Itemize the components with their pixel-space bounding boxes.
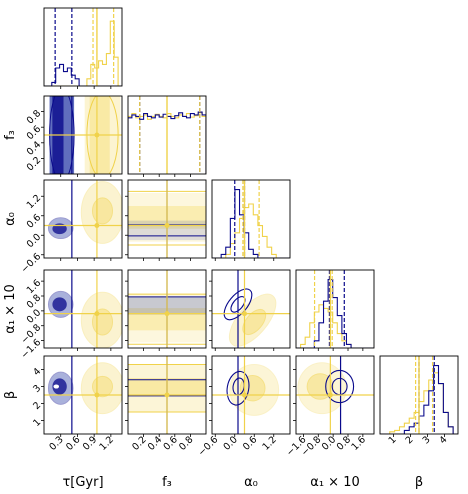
truth-point: [327, 392, 333, 398]
panel-f3-alpha1: [128, 270, 206, 348]
hist-alpha0: [212, 180, 290, 258]
panel-f3-beta: [128, 356, 206, 434]
panel-frame: [43, 179, 123, 259]
axis-label-y-alpha1: α₁ × 10: [3, 284, 18, 333]
tick-label-x: 0.6: [241, 434, 259, 452]
hist-beta: [380, 356, 458, 434]
axis-label-y-alpha0: α₀: [3, 212, 18, 226]
panel-frame: [43, 269, 123, 349]
panel-frame: [211, 269, 291, 349]
hist-alpha1: [296, 270, 374, 348]
panel-frame: [127, 95, 207, 175]
truth-point: [164, 392, 170, 398]
tick-label-y: 0.8: [25, 292, 43, 310]
axis-label-y-beta: β: [3, 391, 18, 399]
panel-frame: [295, 355, 375, 435]
tick-label-y: 0.4: [25, 139, 43, 157]
panel-tau-alpha0: [44, 180, 122, 258]
panel-f3-alpha0: [128, 180, 206, 258]
tick-label-x: 1.6: [350, 434, 368, 452]
tick-label-y: 0.0: [25, 307, 43, 325]
tick-label-y: 1.6: [25, 278, 43, 296]
panel-frame: [127, 269, 207, 349]
tick-label-x: 3: [421, 434, 433, 446]
axis-label-y-f3: f₃: [3, 130, 18, 140]
hist-yellow: [296, 304, 374, 348]
axis-label-x-alpha1: α₁ × 10: [310, 475, 359, 490]
blue-contour: [325, 369, 355, 404]
tick-label-y: 0.2: [25, 155, 43, 173]
panel-frame: [295, 269, 375, 349]
tick-label-y: 0.6: [25, 124, 43, 142]
tick-label-x: 1.2: [98, 434, 116, 452]
blue-contour: [52, 378, 67, 395]
blue-contour: [52, 297, 67, 312]
panel-frame: [43, 95, 123, 175]
panel-frame: [211, 355, 291, 435]
tick-label-x: 1.2: [260, 434, 278, 452]
panel-alpha0-alpha1: [212, 270, 290, 348]
axis-label-x-beta: β: [415, 475, 423, 490]
yellow-contour: [91, 197, 114, 225]
panel-frame: [211, 179, 291, 259]
axis-label-x-tau: τ[Gyr]: [62, 475, 103, 490]
tick-label-x: −0.6: [196, 434, 220, 458]
blue-contour: [52, 223, 67, 235]
truth-point: [94, 132, 100, 138]
truth-point: [94, 311, 100, 317]
panel-tau-f3: [44, 96, 122, 174]
axis-label-x-f3: f₃: [162, 475, 172, 490]
panel-frame: [379, 355, 459, 435]
tick-label-y: −0.6: [19, 251, 43, 275]
hist-yellow: [212, 203, 290, 258]
tick-label-y: 0.8: [25, 108, 43, 126]
truth-point: [242, 311, 247, 317]
tick-label-x: 0.0: [221, 434, 239, 452]
blue-contour: [226, 370, 250, 406]
panel-frame: [43, 7, 123, 87]
panel-alpha1-beta: [296, 356, 374, 434]
panel-tau-alpha1: [44, 270, 122, 348]
tick-label-y: 1.2: [25, 193, 43, 211]
truth-point: [164, 311, 170, 317]
hist-f3: [128, 96, 206, 174]
tick-label-y: 1: [31, 417, 43, 429]
tick-label-x: 0.8: [177, 434, 195, 452]
tick-label-y: 2: [31, 400, 43, 412]
panel-tau-beta: [44, 356, 122, 434]
hist-tau: [44, 8, 122, 86]
tick-label-y: 0.0: [25, 232, 43, 250]
truth-point: [164, 223, 170, 228]
axis-label-x-alpha0: α₀: [244, 475, 258, 490]
tick-label-y: 4: [31, 366, 43, 378]
tick-label-x: 4: [438, 434, 450, 446]
truth-point: [94, 223, 100, 228]
panel-frame: [127, 355, 207, 435]
blue-contour: [53, 384, 60, 389]
tick-label-x: 1: [387, 434, 399, 446]
panel-alpha0-beta: [212, 356, 290, 434]
panel-frame: [43, 355, 123, 435]
tick-label-x: 0.9: [81, 434, 99, 452]
hist-blue: [380, 365, 458, 434]
tick-label-x: 0.6: [64, 434, 82, 452]
panel-frame: [127, 179, 207, 259]
tick-label-x: 0.3: [47, 434, 65, 452]
hist-blue: [44, 63, 122, 86]
hist-blue: [212, 189, 290, 258]
tick-label-y: 0.6: [25, 212, 43, 230]
tick-label-y: 3: [31, 383, 43, 395]
truth-point: [242, 392, 247, 398]
tick-label-x: 2: [404, 434, 416, 446]
truth-point: [94, 392, 100, 398]
